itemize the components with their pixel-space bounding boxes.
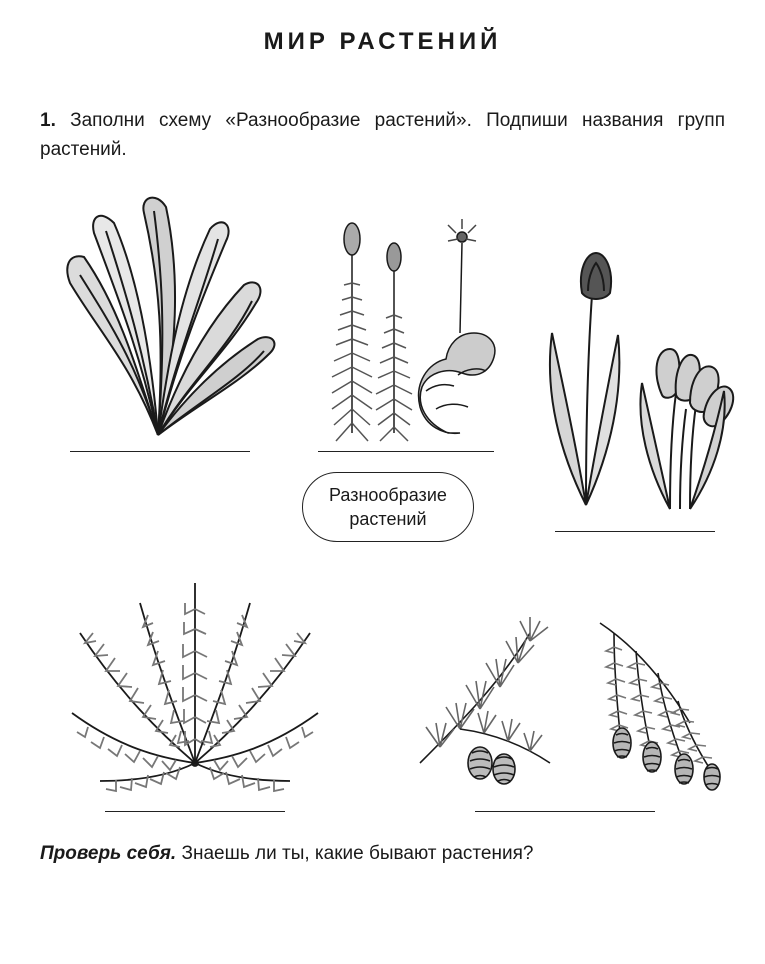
blank-line-flowers[interactable] bbox=[555, 531, 715, 532]
plants-diagram: Разнообразие растений bbox=[40, 183, 725, 833]
check-label: Проверь себя. bbox=[40, 843, 176, 864]
plant-conifer bbox=[400, 583, 730, 812]
plant-flowers bbox=[530, 223, 740, 532]
check-text: Знаешь ли ты, какие бывают расте­ния? bbox=[182, 843, 534, 864]
plant-algae bbox=[40, 183, 280, 452]
algae-illustration bbox=[40, 183, 280, 443]
task-text: Заполни схему «Разнообразие растений». П… bbox=[40, 110, 725, 160]
center-bubble: Разнообразие растений bbox=[302, 472, 474, 543]
center-label-line2: растений bbox=[349, 509, 426, 529]
blank-line-conifer[interactable] bbox=[475, 811, 655, 812]
moss-illustration bbox=[308, 183, 504, 443]
task-number: 1. bbox=[40, 110, 56, 131]
page-title: МИР РАСТЕНИЙ bbox=[40, 28, 725, 56]
check-yourself: Проверь себя. Знаешь ли ты, какие бывают… bbox=[40, 839, 725, 868]
blank-line-moss[interactable] bbox=[318, 451, 494, 452]
plant-moss bbox=[308, 183, 504, 452]
blank-line-algae[interactable] bbox=[70, 451, 250, 452]
center-label-line1: Разнообразие bbox=[329, 485, 447, 505]
flowers-illustration bbox=[530, 223, 740, 523]
conifer-illustration bbox=[400, 583, 730, 803]
task-paragraph: 1. Заполни схему «Разнообразие растений»… bbox=[40, 106, 725, 165]
blank-line-fern[interactable] bbox=[105, 811, 285, 812]
fern-illustration bbox=[60, 563, 330, 803]
plant-fern bbox=[60, 563, 330, 812]
